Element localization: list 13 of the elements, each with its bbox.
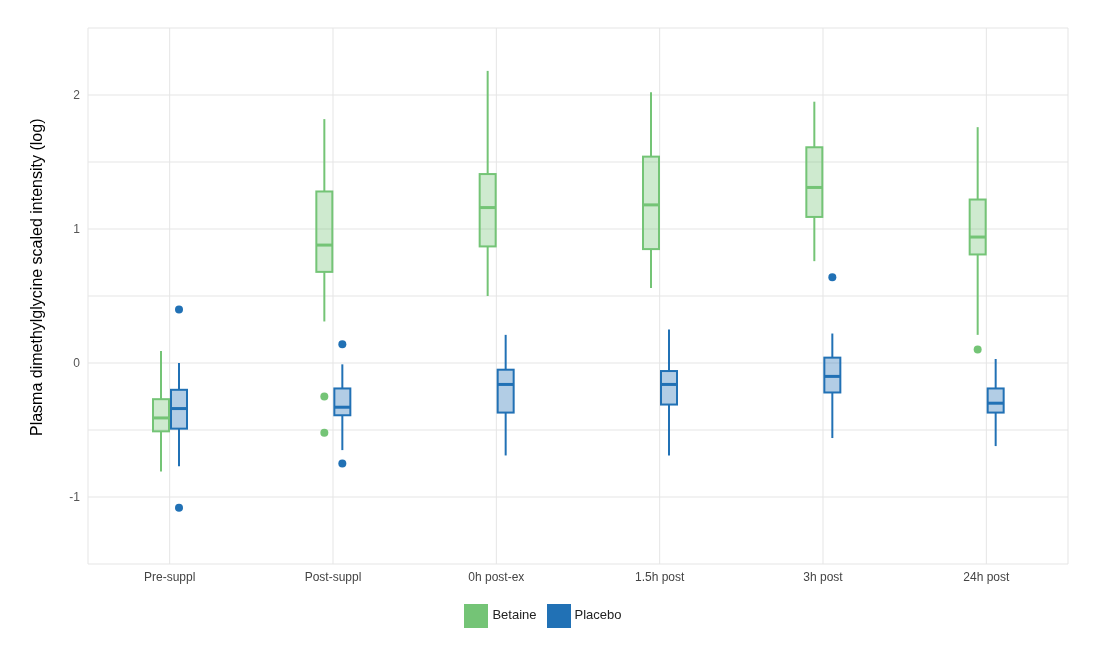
legend-label: Betaine	[492, 607, 537, 623]
x-tick-label: 3h post	[803, 569, 844, 584]
x-tick-label: Pre-suppl	[143, 569, 196, 584]
x-tick-label: 0h post-ex	[468, 569, 525, 584]
legend-label: Placebo	[574, 607, 622, 623]
x-tick-label: 1.5h post	[634, 569, 686, 584]
y-tick-label: 1	[73, 222, 81, 237]
x-tick-label: 24h post	[963, 569, 1011, 584]
y-tick-label: 2	[73, 88, 81, 103]
x-tick-label: Post-suppl	[304, 569, 362, 584]
y-axis-title: Plasma dimethylglycine scaled intensity (log)	[27, 118, 45, 436]
y-tick-label: 0	[73, 356, 81, 371]
y-tick-label: -1	[69, 490, 81, 505]
